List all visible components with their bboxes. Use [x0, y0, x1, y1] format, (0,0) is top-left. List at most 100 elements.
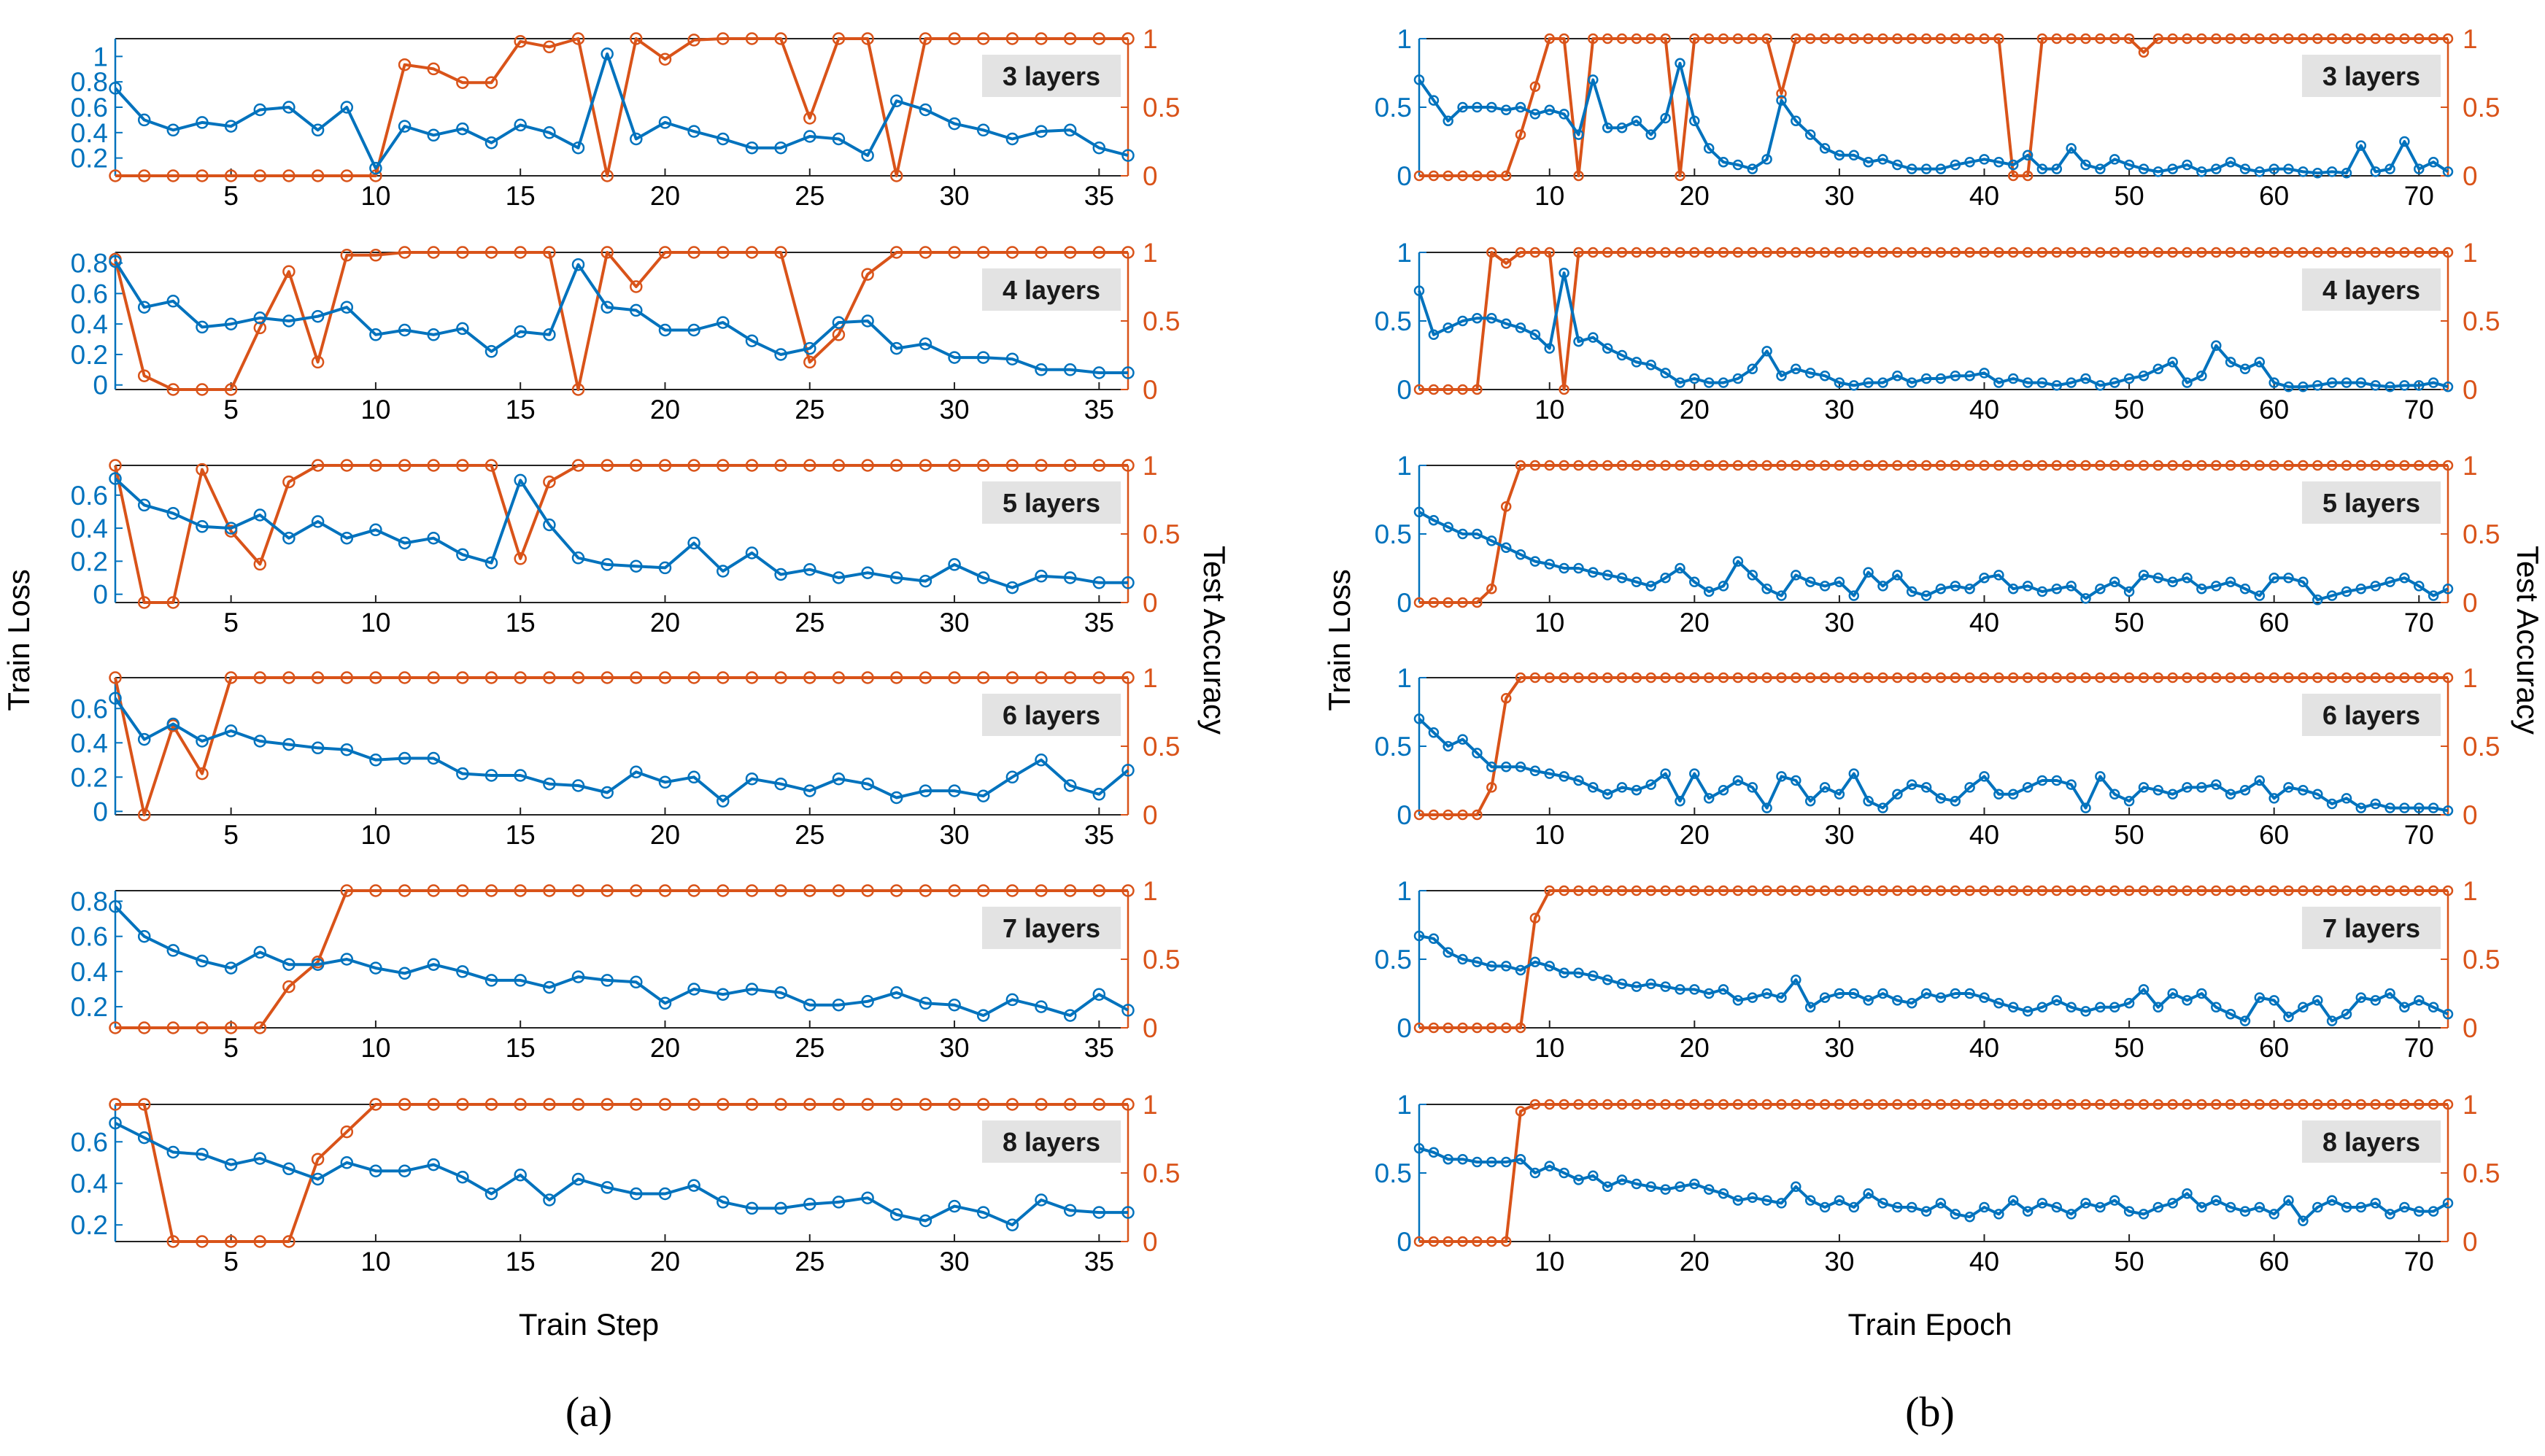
x-tick-label: 30 — [1824, 395, 1854, 425]
loss-marker — [1689, 115, 1700, 127]
accuracy-line — [115, 889, 1128, 1029]
loss-marker — [1559, 267, 1569, 279]
accuracy-marker — [1877, 1099, 1888, 1110]
accuracy-tick-label: 0 — [2463, 161, 2478, 191]
accuracy-marker — [1121, 32, 1135, 45]
accuracy-marker — [2225, 247, 2236, 258]
accuracy-marker — [600, 459, 614, 472]
accuracy-marker — [832, 459, 846, 472]
loss-marker — [484, 769, 498, 782]
loss-marker — [2167, 357, 2178, 368]
accuracy-marker — [484, 884, 498, 897]
accuracy-marker — [1121, 246, 1135, 259]
loss-marker — [1544, 104, 1555, 116]
accuracy-marker — [1892, 247, 1903, 258]
loss-marker — [253, 735, 267, 748]
accuracy-marker — [369, 671, 382, 684]
accuracy-marker — [919, 32, 932, 45]
loss-marker — [1500, 761, 1512, 772]
loss-marker — [1121, 366, 1135, 379]
loss-tick-label: 1 — [1397, 1090, 1412, 1120]
loss-marker — [1573, 562, 1584, 574]
accuracy-marker — [1804, 885, 1816, 897]
loss-marker — [889, 986, 903, 999]
x-tick-label: 60 — [2259, 181, 2289, 211]
accuracy-marker — [1529, 247, 1541, 258]
accuracy-marker — [1573, 460, 1584, 471]
loss-marker — [1848, 150, 1860, 161]
x-tick-label: 10 — [1534, 820, 1564, 850]
loss-marker — [1660, 768, 1671, 779]
x-tick-label: 10 — [360, 181, 390, 211]
accuracy-tick-label: 0.5 — [1143, 732, 1180, 762]
accuracy-marker — [889, 671, 903, 684]
series-group — [109, 1098, 1135, 1248]
accuracy-marker — [2268, 33, 2279, 44]
loss-marker — [1457, 101, 1468, 113]
accuracy-marker — [1906, 460, 1918, 471]
loss-marker — [224, 522, 238, 535]
loss-marker — [311, 1172, 325, 1186]
accuracy-marker — [1819, 885, 1831, 897]
accuracy-marker — [2152, 247, 2164, 258]
loss-marker — [1472, 312, 1483, 324]
loss-marker — [2341, 1201, 2352, 1213]
loss-marker — [196, 735, 209, 748]
loss-marker — [282, 314, 296, 328]
accuracy-marker — [1035, 32, 1048, 45]
loss-marker — [832, 571, 846, 584]
loss-marker — [2225, 789, 2236, 800]
accuracy-marker — [948, 1098, 961, 1111]
accuracy-marker — [2109, 672, 2120, 684]
accuracy-marker — [630, 32, 643, 45]
loss-marker — [2414, 802, 2425, 813]
x-tick-label: 20 — [1680, 1247, 1710, 1277]
accuracy-marker — [1616, 885, 1628, 897]
loss-marker — [1848, 380, 1860, 391]
y-axis-label-right: Test Accuracy — [2511, 546, 2545, 735]
loss-marker — [2211, 163, 2222, 174]
accuracy-marker — [543, 246, 556, 259]
accuracy-marker — [1443, 597, 1453, 608]
accuracy-marker — [2268, 1099, 2279, 1110]
accuracy-marker — [1121, 1098, 1135, 1111]
loss-marker — [1515, 549, 1526, 560]
loss-marker — [2152, 363, 2164, 375]
accuracy-marker — [340, 249, 354, 262]
loss-marker — [774, 986, 787, 999]
loss-marker — [1515, 322, 1526, 333]
x-tick-label: 10 — [1534, 395, 1564, 425]
loss-marker — [1544, 559, 1555, 570]
accuracy-marker — [1732, 460, 1744, 471]
loss-marker — [1703, 586, 1715, 597]
loss-marker — [137, 498, 151, 512]
accuracy-marker — [1675, 170, 1685, 182]
accuracy-marker — [1675, 885, 1685, 897]
accuracy-marker — [1776, 460, 1787, 471]
loss-marker — [571, 779, 585, 792]
loss-marker — [1950, 988, 1961, 999]
accuracy-marker — [1877, 247, 1888, 258]
loss-marker — [2442, 1198, 2454, 1209]
accuracy-marker — [2080, 33, 2091, 44]
loss-marker — [2355, 377, 2367, 388]
accuracy-tick-label: 0 — [2463, 375, 2478, 405]
accuracy-marker — [2428, 1099, 2439, 1110]
loss-marker — [2399, 380, 2410, 391]
accuracy-marker — [1457, 170, 1468, 182]
accuracy-marker — [2268, 885, 2279, 897]
loss-marker — [2298, 576, 2309, 588]
loss-marker — [1906, 586, 1918, 597]
accuracy-marker — [1776, 247, 1787, 258]
layer-label: 4 layers — [2322, 275, 2420, 305]
accuracy-marker — [1500, 501, 1512, 512]
accuracy-marker — [2442, 33, 2454, 44]
loss-marker — [1457, 528, 1468, 540]
x-tick-label: 35 — [1084, 395, 1114, 425]
accuracy-marker — [630, 459, 643, 472]
loss-marker — [2152, 784, 2164, 796]
accuracy-marker — [1819, 460, 1831, 471]
accuracy-marker — [630, 1098, 643, 1111]
